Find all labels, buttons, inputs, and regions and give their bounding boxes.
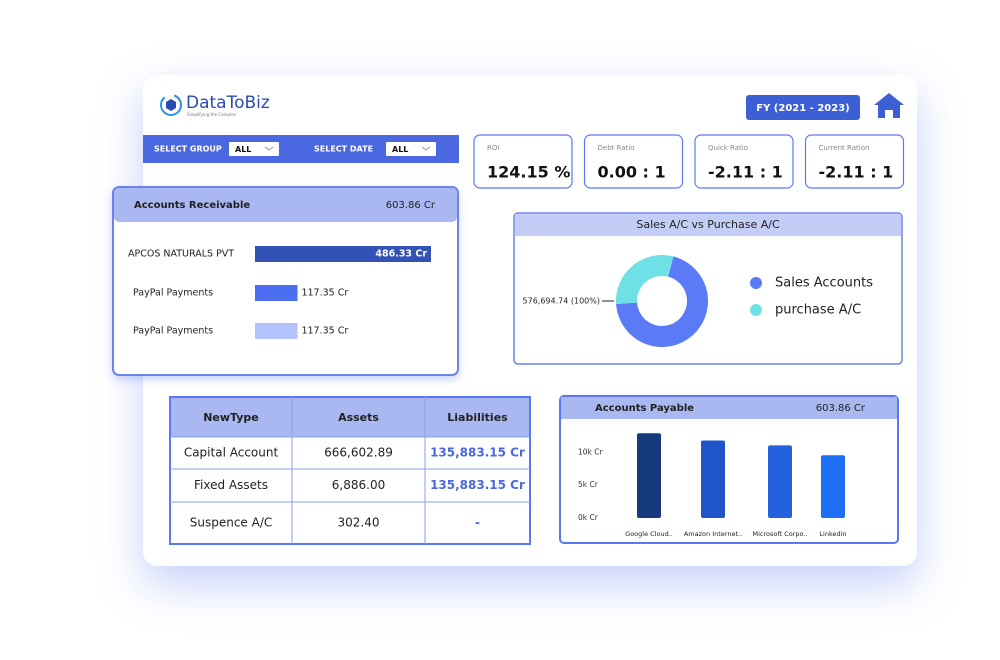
x-tick-label: Linkedin (819, 530, 846, 538)
tagline: Simplifying the Complex (187, 112, 236, 117)
table-cell: 135,883.15 Cr (430, 478, 525, 492)
kpi-label: Quick Ratio (708, 144, 748, 152)
donut-slice (616, 256, 708, 347)
donut-panel (513, 212, 903, 365)
donut-title: Sales A/C vs Purchase A/C (636, 218, 780, 231)
chevron (264, 146, 274, 151)
table-header (171, 398, 529, 437)
kpi-label: ROI (487, 144, 499, 152)
home-icon[interactable] (874, 93, 904, 118)
filter-label: SELECT DATE (314, 145, 373, 154)
filter-value[interactable]: ALL (235, 145, 251, 154)
table-cell: 302.40 (338, 516, 380, 530)
table-cell: 135,883.15 Cr (430, 446, 525, 460)
legend-dot (750, 304, 762, 316)
logo: DataToBiz Simplifying the Complex (160, 93, 270, 117)
table-cell: Suspence A/C (190, 516, 273, 530)
kpi-card (694, 134, 794, 189)
kpi-label: Current Ration (819, 144, 870, 152)
donut-annotation: 576,694.74 (100%) (523, 297, 600, 306)
payable-total: 603.86 Cr (816, 403, 866, 414)
table-heading: Assets (338, 411, 379, 424)
receivable-card (112, 186, 459, 376)
payable-title: Accounts Payable (595, 403, 694, 414)
legend-label: purchase A/C (775, 303, 861, 318)
receivable-bar (255, 246, 431, 262)
table-cell: - (475, 516, 480, 530)
filter-label: SELECT GROUP (154, 145, 222, 154)
bar (821, 455, 845, 518)
x-tick-label: Google Cloud.. (625, 530, 673, 538)
donut-slice (616, 254, 674, 304)
legend-dot (750, 277, 762, 289)
filter-value[interactable]: ALL (392, 145, 408, 154)
receivable-value: 117.35 Cr (301, 326, 348, 337)
bar (701, 440, 725, 518)
table-cell: 666,602.89 (324, 446, 393, 460)
y-tick-label: 5k Cr (578, 480, 599, 489)
y-tick-label: 0k Cr (578, 513, 599, 522)
filter-select[interactable] (229, 142, 279, 156)
table-cell: Fixed Assets (194, 478, 268, 492)
kpi-value: -2.11 : 1 (708, 163, 783, 182)
receivable-bar (255, 323, 298, 339)
kpi-value: 0.00 : 1 (598, 163, 666, 182)
filter-select[interactable] (386, 142, 436, 156)
receivable-name: APCOS NATURALS PVT (128, 249, 234, 260)
kpi-value: -2.11 : 1 (819, 163, 894, 182)
kpi-card (583, 134, 684, 189)
receivable-bar (255, 285, 298, 301)
fy-button[interactable] (746, 95, 860, 120)
legend-label: Sales Accounts (775, 276, 873, 291)
chevron (421, 146, 431, 151)
fy-label[interactable]: FY (2021 - 2023) (756, 103, 849, 114)
kpi-card (473, 134, 573, 189)
kpi-card (804, 134, 905, 189)
kpi-value: 124.15 % (487, 163, 570, 182)
x-tick-label: Microsoft Corpo.. (753, 530, 808, 538)
kpi-label: Debt Ratio (598, 144, 635, 152)
table-cell: 6,886.00 (332, 478, 385, 492)
receivable-value: 486.33 Cr (375, 249, 427, 260)
donut-header (515, 214, 901, 236)
x-tick-label: Amazon Internet.. (684, 530, 742, 538)
payable-header (561, 397, 897, 419)
receivable-value: 117.35 Cr (301, 288, 348, 299)
receivable-total: 603.86 Cr (386, 200, 436, 211)
y-tick-label: 10k Cr (578, 447, 604, 456)
bar (637, 433, 661, 518)
logo-text: DataToBiz (186, 93, 270, 113)
receivable-name: PayPal Payments (133, 288, 213, 299)
table-heading: Liabilities (447, 411, 508, 424)
receivable-name: PayPal Payments (133, 326, 213, 337)
table-heading: NewType (203, 411, 259, 424)
table-cell: Capital Account (184, 446, 279, 460)
receivable-title: Accounts Receivable (134, 200, 250, 211)
receivable-header (114, 188, 457, 222)
bar (768, 445, 792, 518)
